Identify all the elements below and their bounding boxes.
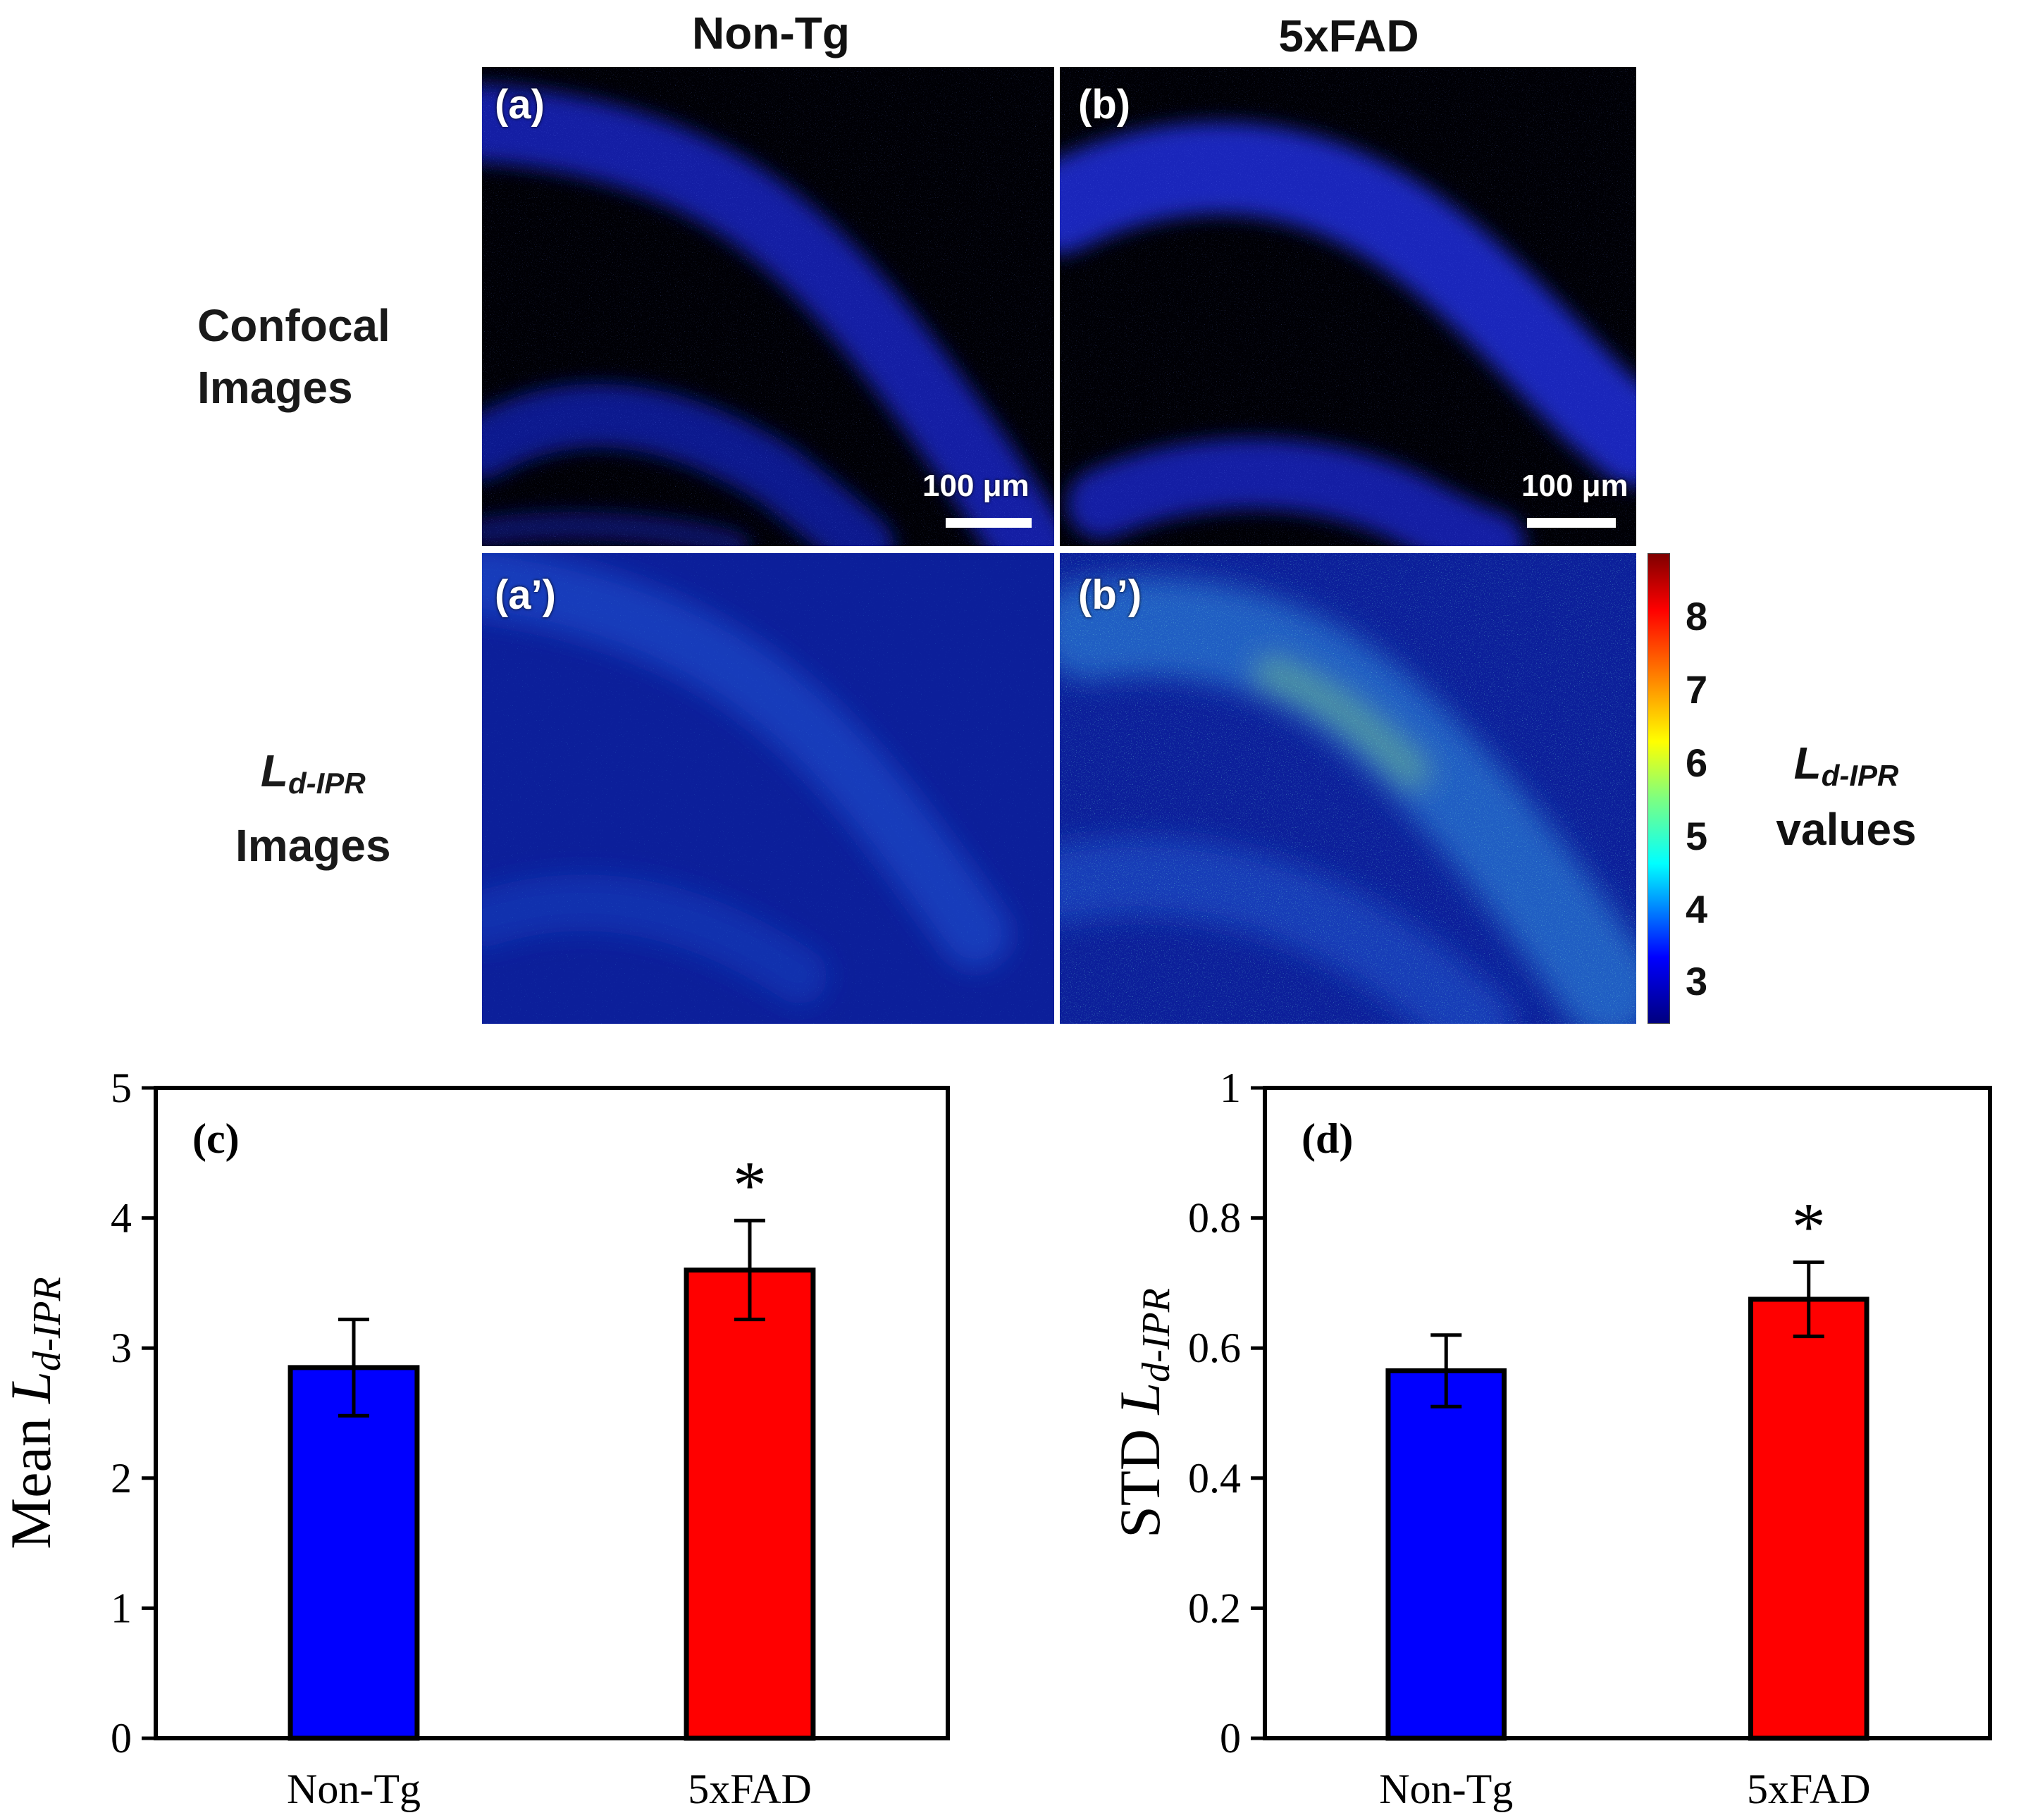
chart-d-y-axis-title-subscript: d-IPR: [1135, 1288, 1178, 1382]
chart-c-panel-label: (c): [192, 1115, 240, 1162]
chart-c-plot-frame: [154, 1086, 950, 1740]
column-header-5xfad: 5xFAD: [1278, 11, 1419, 61]
colorbar-tick-6: 6: [1686, 741, 1708, 785]
chart-d-y-tick-label: 1: [1220, 1065, 1241, 1111]
row-label-confocal-line2: Images: [197, 362, 353, 413]
chart-d-bar-0: [1385, 1368, 1507, 1741]
chart-c-y-tick-label: 3: [111, 1325, 132, 1371]
chart-c-y-tick-label: 4: [111, 1195, 132, 1242]
chart-c-y-axis-title-subscript: d-IPR: [25, 1277, 69, 1371]
chart-d-plot-frame: [1263, 1086, 1992, 1740]
ldipr-image-non-tg-art: [482, 553, 1054, 1024]
chart-d-y-tick-label: 0: [1220, 1715, 1241, 1762]
colorbar-title-subscript: d-IPR: [1821, 759, 1899, 792]
colorbar-title-line2: values: [1776, 804, 1917, 855]
colorbar-title: Ld-IPR values: [1755, 736, 1938, 856]
panel-label-b-prime: (b’): [1078, 572, 1142, 618]
chart-d-panel-label: (d): [1302, 1115, 1353, 1162]
chart-d-x-tick-label: Non-Tg: [1379, 1766, 1513, 1812]
colorbar-tick-8: 8: [1686, 594, 1708, 638]
bar-chart-mean: 0 1 2 3 4 5 Non-Tg 5xFAD * (c) Mean Ld-IPR: [0, 1065, 950, 1812]
chart-d-y-tick-label: 0.6: [1188, 1325, 1241, 1371]
scale-bar-label: 100 μm: [922, 469, 1030, 503]
ldipr-image-5xfad: (b’): [1060, 553, 1636, 1024]
chart-c-y-axis-title-word: Mean: [0, 1404, 63, 1549]
chart-c-y-axis-title-symbol: L: [0, 1371, 63, 1404]
colorbar-tick-3: 3: [1686, 959, 1708, 1003]
chart-c-y-tick-label: 5: [111, 1065, 132, 1111]
chart-c-x-tick-label: Non-Tg: [287, 1766, 421, 1812]
row-label-ldipr-subscript: d-IPR: [288, 767, 366, 800]
chart-d-x-tick-label: 5xFAD: [1747, 1766, 1871, 1812]
colorbar-tick-4: 4: [1686, 887, 1708, 931]
chart-c-significance-star: *: [733, 1147, 767, 1222]
colorbar-title-symbol: L: [1793, 738, 1822, 788]
confocal-image-non-tg-art: [482, 67, 1054, 546]
chart-c-bar-0: [288, 1365, 420, 1741]
chart-d-bar-1: [1748, 1296, 1869, 1741]
bar-chart-std: 0 0.2 0.4 0.6 0.8 1 Non-Tg 5xFAD * (d) STD Ld-IPR: [1108, 1065, 1992, 1812]
panel-label-a-prime: (a’): [495, 572, 556, 618]
chart-c-y-tick-label: 2: [111, 1455, 132, 1502]
chart-c-y-tick-label: 1: [111, 1585, 132, 1631]
row-label-ldipr-line2: Images: [235, 820, 391, 871]
chart-c-y-tick-label: 0: [111, 1715, 132, 1762]
row-label-confocal: Confocal Images: [197, 295, 390, 419]
confocal-image-5xfad: (b) 100 μm: [1060, 67, 1636, 546]
colorbar-tick-5: 5: [1686, 814, 1708, 858]
chart-d-y-axis-title-word: STD: [1108, 1414, 1172, 1537]
chart-d-y-axis-title: STD Ld-IPR: [1108, 1288, 1178, 1538]
chart-d-y-tick-label: 0.2: [1188, 1585, 1241, 1631]
confocal-image-5xfad-art: [1060, 67, 1636, 546]
row-label-confocal-line1: Confocal: [197, 300, 390, 351]
scale-bar-label-b: 100 μm: [1521, 469, 1628, 503]
chart-d-y-tick-label: 0.8: [1188, 1195, 1241, 1242]
chart-c-y-axis-title: Mean Ld-IPR: [0, 1277, 69, 1549]
column-header-non-tg: Non-Tg: [692, 8, 850, 58]
chart-d-y-tick-label: 0.4: [1188, 1455, 1241, 1502]
ldipr-image-5xfad-art: [1060, 553, 1636, 1024]
ldipr-image-non-tg: (a’): [482, 553, 1054, 1024]
colorbar-tick-7: 7: [1686, 667, 1708, 712]
confocal-image-non-tg: (a) 100 μm: [482, 67, 1054, 546]
chart-d-y-axis-title-symbol: L: [1108, 1382, 1172, 1416]
colorbar: [1648, 553, 1670, 1024]
scale-bar-b: [1527, 518, 1616, 528]
panel-label-a: (a): [495, 82, 545, 128]
row-label-ldipr-symbol: L: [260, 745, 288, 796]
chart-c-x-tick-label: 5xFAD: [688, 1766, 812, 1812]
chart-d-significance-star: *: [1792, 1189, 1826, 1264]
chart-c-bar-1: [684, 1267, 816, 1741]
row-label-ldipr: Ld-IPR Images: [235, 740, 391, 877]
panel-label-b: (b): [1078, 82, 1131, 128]
scale-bar: [946, 518, 1032, 528]
